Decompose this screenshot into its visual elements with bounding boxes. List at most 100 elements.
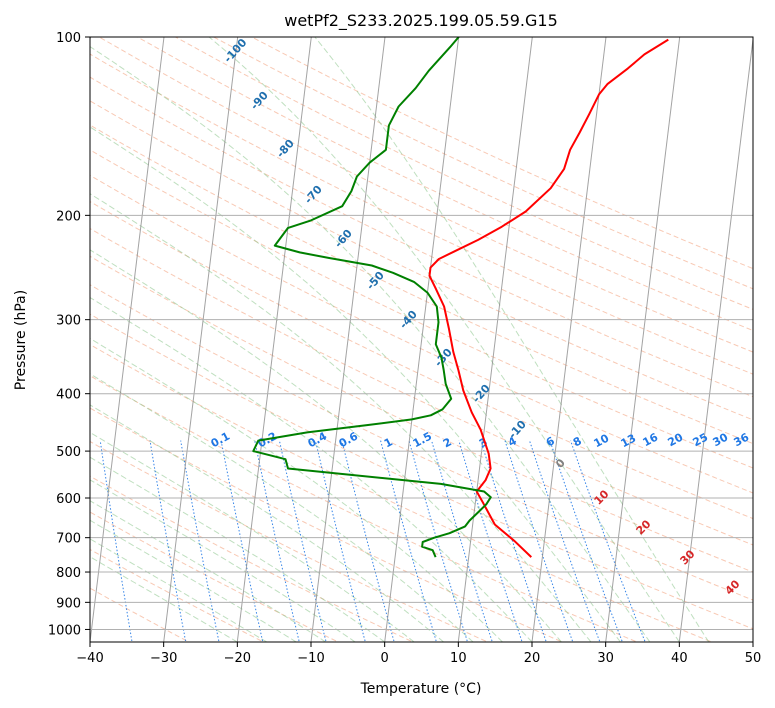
mixing-ratio-line [549,440,623,642]
isotherm-label: -50 [364,269,387,293]
mixing-ratio-label: 0.1 [209,430,232,451]
mixing-ratio-label: 13 [619,432,639,451]
dry-adiabat-line [90,76,753,398]
moist-adiabat-label: 30 [678,547,698,567]
moist-adiabat-line [90,373,474,642]
dry-adiabat-line [90,228,753,546]
dry-adiabat-line [175,37,753,310]
dry-adiabat-line [251,37,753,270]
mixing-ratio-line [458,440,523,642]
dry-adiabat-line [98,37,753,353]
moist-adiabat-line [90,479,356,642]
moist-adiabat-line [90,404,444,642]
isotherm-line [236,37,312,642]
dry-adiabat-line [90,407,564,642]
isotherm-line [384,37,460,642]
moist-adiabat-label: 0 [553,456,568,471]
isotherm-line [531,37,607,642]
isotherm-line [163,37,239,642]
dry-adiabat-line [90,440,489,642]
mixing-ratio-line [431,440,493,642]
isotherm-label: -60 [332,227,355,251]
dry-adiabat-line [137,37,753,332]
x-axis-label: Temperature (°C) [360,681,482,697]
x-tick-label: −40 [76,651,103,666]
mixing-ratio-line [180,440,220,642]
mixing-ratio-line [380,440,437,642]
x-tick-label: 30 [597,651,614,666]
plot-frame [89,36,754,643]
dry-adiabat-line [90,548,265,642]
dry-adiabat-line [213,37,753,290]
moist-adiabat-line [90,46,651,642]
isotherm-line [457,37,533,642]
x-tick-label: 10 [450,651,467,666]
dry-adiabat-line [90,343,714,642]
y-tick-label: 1000 [48,623,81,638]
moist-adiabat-line [90,126,621,642]
dry-adiabat-line [90,284,753,601]
dry-adiabat-line [90,475,415,642]
y-tick-label: 900 [56,596,81,611]
mixing-ratio-line [278,440,327,642]
dry-adiabat-line [90,201,753,520]
dry-adiabat-line [90,255,753,573]
mixing-ratio-label: 16 [641,430,661,449]
mixing-ratio-line [529,440,601,642]
isotherm-line [605,37,681,642]
y-tick-label: 800 [56,566,81,581]
isotherm-line [310,37,386,642]
mixing-ratio-line [99,440,133,642]
pressure-grid [90,37,753,630]
x-tick-label: 0 [381,651,389,666]
moist-adiabat-line [90,500,326,642]
x-tick-label: −30 [150,651,177,666]
y-tick-label: 100 [56,31,81,46]
x-tick-label: 40 [671,651,688,666]
moist-adiabat-line [208,37,680,642]
isotherm-label: -100 [221,36,249,65]
temperature-profile-line [428,38,669,558]
dry-adiabat-line [90,124,753,445]
dry-adiabat-line [90,174,753,494]
dry-adiabat-line [90,100,753,421]
mixing-ratio-label: 6 [544,434,557,449]
x-tick-label: −10 [297,651,324,666]
y-tick-label: 200 [56,209,81,224]
x-tick-label: 50 [745,651,762,666]
y-tick-label: 300 [56,314,81,329]
x-tick-label: 20 [524,651,541,666]
background-lines [90,37,753,642]
moist-adiabat-line [90,431,415,642]
moist-adiabat-line [90,538,268,642]
x-tick-label: −20 [224,651,251,666]
mixing-ratio-line [341,440,395,642]
mixing-ratio-label: 0.6 [337,429,361,450]
y-axis-label: Pressure (hPa) [13,290,29,390]
moist-adiabat-label: 20 [634,517,654,537]
mixing-ratio-line [504,440,574,642]
mixing-ratio-line [220,440,264,642]
mixing-ratio-label: 10 [592,431,612,450]
moist-adiabat-label: 10 [592,487,612,507]
mixing-ratio-line [314,440,366,642]
moist-adiabat-line [314,37,710,642]
sounding-profiles [252,37,669,558]
mixing-ratio-label: 25 [691,431,711,450]
mixing-ratio-label: 30 [711,430,731,449]
y-tick-label: 400 [56,388,81,403]
isotherm-line [90,37,165,642]
isotherm-label: -90 [248,89,271,113]
mixing-ratio-line [149,440,187,642]
dry-adiabat-line [90,511,340,642]
mixing-ratio-label: 20 [666,430,686,449]
mixing-ratio-line [408,440,469,642]
mixing-ratio-line [570,440,646,642]
mixing-ratio-line [254,440,300,642]
y-tick-label: 700 [56,532,81,547]
y-tick-label: 600 [56,492,81,507]
y-tick-label: 500 [56,445,81,460]
moist-adiabat-line [90,249,562,642]
moist-adiabat-line [90,519,297,642]
